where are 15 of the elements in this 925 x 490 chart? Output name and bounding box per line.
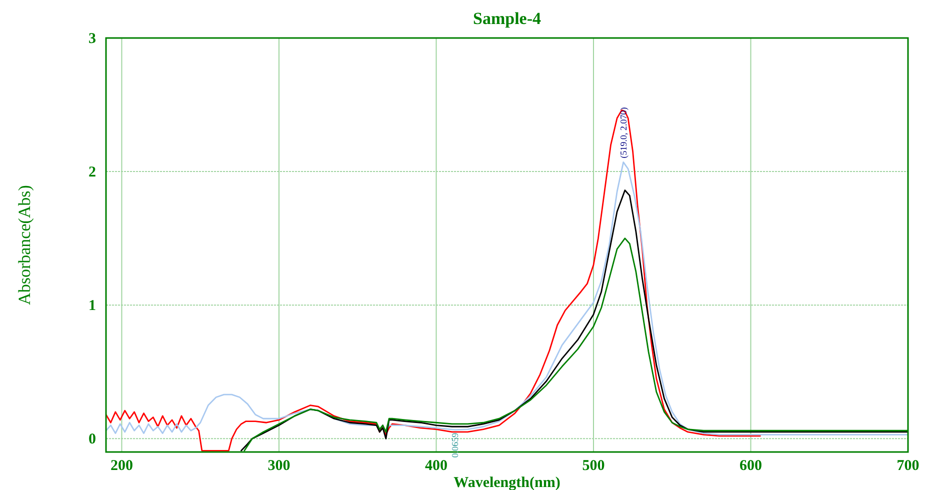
x-axis-title: Wavelength(nm) — [454, 475, 560, 490]
x-tick-label: 500 — [582, 458, 605, 474]
y-tick-label: 2 — [88, 164, 96, 181]
x-tick-label: 600 — [739, 458, 762, 474]
x-tick-label: 200 — [110, 458, 133, 474]
y-tick-label: 1 — [88, 298, 96, 314]
x-tick-label: 400 — [424, 458, 448, 474]
annotation: 0.0659 — [450, 432, 460, 458]
annotation: (519.0, 2.070) — [618, 107, 628, 158]
y-tick-label: 0 — [88, 432, 96, 448]
y-tick-label: 3 — [88, 31, 96, 47]
x-tick-label: 700 — [896, 458, 920, 474]
x-tick-label: 300 — [268, 458, 290, 474]
chart-title: Sample-4 — [473, 9, 542, 28]
y-axis-title: Absorbance(Abs) — [15, 185, 34, 305]
